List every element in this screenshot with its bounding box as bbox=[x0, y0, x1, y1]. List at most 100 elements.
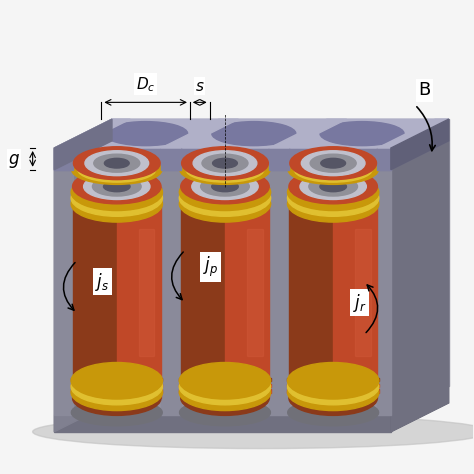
Polygon shape bbox=[377, 119, 448, 148]
Polygon shape bbox=[161, 170, 181, 415]
Ellipse shape bbox=[104, 122, 188, 146]
Ellipse shape bbox=[212, 182, 238, 191]
Ellipse shape bbox=[179, 174, 271, 210]
Polygon shape bbox=[356, 229, 371, 356]
Polygon shape bbox=[55, 415, 391, 432]
Ellipse shape bbox=[72, 155, 162, 184]
Text: B: B bbox=[419, 82, 431, 100]
Ellipse shape bbox=[72, 399, 162, 426]
Polygon shape bbox=[179, 378, 271, 381]
Ellipse shape bbox=[92, 177, 141, 196]
Polygon shape bbox=[288, 383, 379, 387]
Polygon shape bbox=[55, 386, 448, 415]
Polygon shape bbox=[333, 186, 377, 398]
Ellipse shape bbox=[179, 363, 271, 399]
Polygon shape bbox=[391, 119, 448, 170]
Ellipse shape bbox=[288, 399, 379, 426]
Ellipse shape bbox=[179, 180, 271, 216]
Ellipse shape bbox=[289, 381, 377, 415]
Ellipse shape bbox=[321, 158, 346, 168]
Ellipse shape bbox=[289, 169, 377, 204]
Polygon shape bbox=[377, 148, 391, 170]
Polygon shape bbox=[161, 119, 238, 148]
Ellipse shape bbox=[300, 173, 366, 200]
Ellipse shape bbox=[104, 158, 129, 168]
Text: g: g bbox=[9, 150, 19, 168]
Polygon shape bbox=[55, 119, 112, 432]
Polygon shape bbox=[55, 119, 130, 148]
Text: $D_c$: $D_c$ bbox=[136, 75, 155, 94]
Ellipse shape bbox=[71, 180, 163, 216]
Polygon shape bbox=[112, 119, 448, 386]
Polygon shape bbox=[247, 229, 263, 356]
Text: $j_r$: $j_r$ bbox=[353, 292, 366, 314]
Polygon shape bbox=[71, 378, 163, 381]
Polygon shape bbox=[179, 383, 271, 387]
Text: $j_s$: $j_s$ bbox=[95, 271, 109, 293]
Ellipse shape bbox=[201, 177, 249, 196]
Ellipse shape bbox=[288, 155, 378, 184]
Polygon shape bbox=[225, 186, 269, 398]
Polygon shape bbox=[55, 119, 448, 148]
Ellipse shape bbox=[71, 174, 163, 210]
Ellipse shape bbox=[309, 177, 357, 196]
Polygon shape bbox=[269, 119, 346, 148]
Ellipse shape bbox=[71, 374, 163, 410]
Polygon shape bbox=[391, 386, 448, 432]
Ellipse shape bbox=[78, 157, 156, 182]
Ellipse shape bbox=[179, 185, 271, 222]
Ellipse shape bbox=[288, 180, 379, 216]
Polygon shape bbox=[269, 148, 289, 170]
Polygon shape bbox=[391, 119, 448, 432]
Polygon shape bbox=[288, 390, 379, 393]
Ellipse shape bbox=[85, 151, 149, 176]
Ellipse shape bbox=[186, 157, 264, 182]
Polygon shape bbox=[55, 119, 112, 170]
Ellipse shape bbox=[33, 415, 474, 448]
Polygon shape bbox=[71, 383, 163, 387]
Ellipse shape bbox=[71, 185, 163, 222]
Ellipse shape bbox=[73, 155, 161, 184]
Polygon shape bbox=[55, 170, 73, 415]
Ellipse shape bbox=[288, 368, 379, 405]
Polygon shape bbox=[117, 186, 161, 398]
Ellipse shape bbox=[320, 122, 404, 146]
Ellipse shape bbox=[103, 182, 130, 191]
Polygon shape bbox=[55, 148, 73, 170]
Ellipse shape bbox=[320, 182, 346, 191]
Ellipse shape bbox=[180, 155, 270, 184]
Ellipse shape bbox=[301, 151, 365, 176]
Polygon shape bbox=[377, 170, 391, 415]
Ellipse shape bbox=[288, 363, 379, 399]
Polygon shape bbox=[391, 119, 448, 170]
Ellipse shape bbox=[202, 154, 248, 172]
Polygon shape bbox=[139, 229, 155, 356]
Ellipse shape bbox=[212, 122, 296, 146]
Ellipse shape bbox=[288, 185, 379, 222]
Ellipse shape bbox=[94, 154, 140, 172]
Ellipse shape bbox=[294, 157, 372, 182]
Ellipse shape bbox=[71, 363, 163, 399]
Polygon shape bbox=[289, 186, 333, 398]
Polygon shape bbox=[71, 390, 163, 393]
Polygon shape bbox=[288, 378, 379, 381]
Ellipse shape bbox=[213, 158, 237, 168]
Ellipse shape bbox=[179, 374, 271, 410]
Ellipse shape bbox=[193, 151, 257, 176]
Ellipse shape bbox=[71, 368, 163, 405]
Text: s: s bbox=[196, 79, 204, 94]
Ellipse shape bbox=[288, 374, 379, 410]
Ellipse shape bbox=[192, 173, 258, 200]
Ellipse shape bbox=[182, 147, 268, 180]
Polygon shape bbox=[181, 186, 225, 398]
Ellipse shape bbox=[181, 381, 269, 415]
Polygon shape bbox=[161, 148, 181, 170]
Ellipse shape bbox=[73, 147, 160, 180]
Polygon shape bbox=[73, 186, 117, 398]
Ellipse shape bbox=[288, 174, 379, 210]
Polygon shape bbox=[269, 170, 289, 415]
Ellipse shape bbox=[73, 381, 161, 415]
Polygon shape bbox=[179, 390, 271, 393]
Ellipse shape bbox=[181, 169, 269, 204]
Polygon shape bbox=[55, 148, 391, 170]
